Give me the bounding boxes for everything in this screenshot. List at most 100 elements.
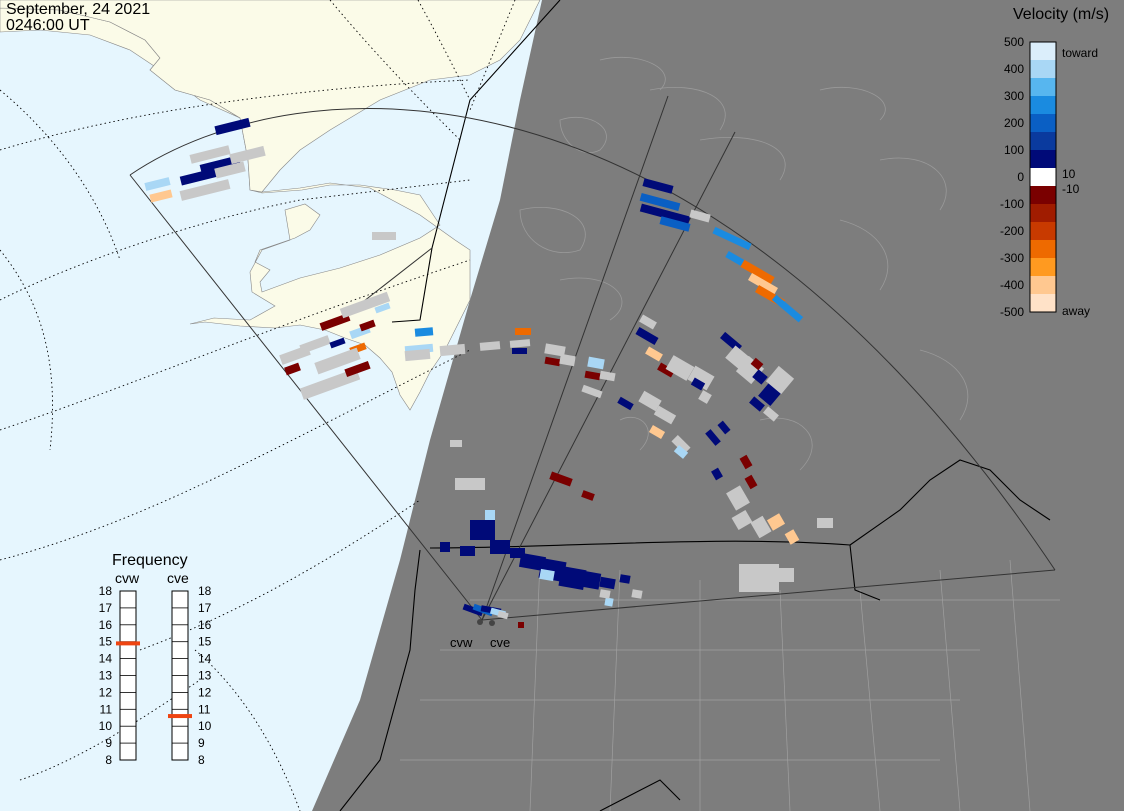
velocity-swatch — [1030, 204, 1056, 223]
night-lakes — [519, 56, 969, 471]
echo-cell — [404, 348, 431, 362]
echo-cell — [599, 576, 616, 590]
frequency-marker — [116, 641, 140, 646]
frequency-tick-label: 9 — [105, 736, 112, 750]
frequency-title: Frequency — [112, 552, 188, 569]
velocity-swatch — [1030, 168, 1056, 187]
velocity-tick-label: 500 — [1004, 35, 1024, 49]
frequency-tick-label: 9 — [198, 736, 205, 750]
echo-cell — [339, 291, 391, 319]
frequency-tick-label: 12 — [99, 685, 113, 699]
velocity-tick-label: -300 — [1000, 251, 1024, 265]
frequency-tick-label: 18 — [198, 584, 212, 598]
echo-cell — [299, 368, 361, 400]
velocity-swatch — [1030, 222, 1056, 241]
echo-cell — [726, 485, 750, 511]
echo-cell — [329, 337, 346, 349]
velocity-swatch — [1030, 258, 1056, 277]
echo-cell — [750, 515, 772, 539]
frequency-tick-label: 15 — [99, 635, 113, 649]
echo-cell — [372, 232, 396, 240]
frequency-tick-label: 8 — [198, 753, 205, 767]
frequency-tick-label: 8 — [105, 753, 112, 767]
frequency-radar-cvw: cvw — [115, 570, 140, 586]
echo-cell — [645, 346, 663, 362]
echo-cell — [144, 177, 171, 191]
echo-cell — [698, 390, 712, 404]
echo-cell — [510, 548, 525, 558]
velocity-tick-label: 300 — [1004, 89, 1024, 103]
echo-cell — [462, 603, 484, 617]
echo-cell — [657, 362, 675, 378]
velocity-tick-label: -200 — [1000, 224, 1024, 238]
echo-cell — [479, 341, 501, 351]
echo-cell — [748, 273, 778, 295]
frequency-tick-label: 17 — [198, 601, 212, 615]
echo-cell — [460, 546, 475, 556]
echo-cell — [712, 226, 752, 251]
frequency-tick-label: 14 — [99, 652, 113, 666]
echo-cell — [581, 384, 603, 399]
graticule — [0, 0, 516, 811]
velocity-swatch — [1030, 240, 1056, 259]
echo-cell — [470, 520, 495, 540]
echo-cell — [559, 353, 576, 367]
echo-cell — [599, 370, 616, 382]
echo-cell — [214, 161, 246, 179]
state-borders — [400, 559, 1060, 811]
echo-cell — [739, 454, 753, 470]
frequency-tick-label: 18 — [99, 584, 113, 598]
echo-cell — [604, 597, 614, 607]
echo-cell — [539, 568, 555, 582]
velocity-label-neg: -10 — [1062, 182, 1080, 196]
velocity-swatch — [1030, 78, 1056, 97]
velocity-legend-title: Velocity (m/s) — [1013, 6, 1110, 23]
echo-cell — [319, 313, 351, 331]
echo-cell — [584, 370, 601, 381]
velocity-swatch — [1030, 132, 1056, 151]
velocity-label-pos: 10 — [1062, 167, 1076, 181]
echo-cell — [512, 348, 527, 354]
frequency-tick-label: 17 — [99, 601, 113, 615]
velocity-tick-label: -100 — [1000, 197, 1024, 211]
frequency-tick-label: 15 — [198, 635, 212, 649]
velocity-tick-label: 100 — [1004, 143, 1024, 157]
echo-cell — [617, 396, 634, 411]
frequency-tick-label: 12 — [198, 685, 212, 699]
radar-label-cve: cve — [490, 635, 510, 650]
echo-cell — [359, 319, 376, 332]
velocity-swatch — [1030, 60, 1056, 79]
echo-cell — [659, 216, 691, 232]
velocity-tick-label: 200 — [1004, 116, 1024, 130]
echo-cell — [639, 192, 681, 212]
frequency-tick-label: 14 — [198, 652, 212, 666]
velocity-swatch — [1030, 42, 1056, 61]
echo-cell — [549, 471, 573, 487]
echo-cell — [631, 589, 643, 599]
frequency-tick-label: 10 — [99, 719, 113, 733]
echo-cells — [144, 117, 833, 628]
echo-cell — [518, 622, 524, 628]
velocity-tick-label: 400 — [1004, 62, 1024, 76]
velocity-swatch — [1030, 114, 1056, 133]
echo-cell — [765, 365, 795, 395]
echo-cell — [440, 542, 450, 552]
echo-cell — [784, 529, 800, 545]
echo-cell — [509, 339, 531, 348]
echo-cell — [149, 189, 173, 203]
frequency-tick-label: 10 — [198, 719, 212, 733]
echo-cell — [450, 440, 462, 447]
velocity-tick-label: 0 — [1017, 170, 1024, 184]
echo-cell — [599, 589, 611, 599]
echo-cell — [229, 145, 266, 165]
echo-cell — [740, 259, 775, 285]
echo-cell — [189, 145, 231, 164]
echo-cell — [744, 474, 758, 490]
echo-cell — [635, 327, 659, 345]
frequency-tick-label: 11 — [100, 702, 113, 716]
echo-cell — [179, 179, 231, 201]
echo-cell — [771, 294, 804, 323]
echo-cell — [439, 343, 466, 357]
velocity-legend: 500 400 300 200 100 0 -100 -200 -300 -400 -500 tow… — [1000, 35, 1098, 319]
